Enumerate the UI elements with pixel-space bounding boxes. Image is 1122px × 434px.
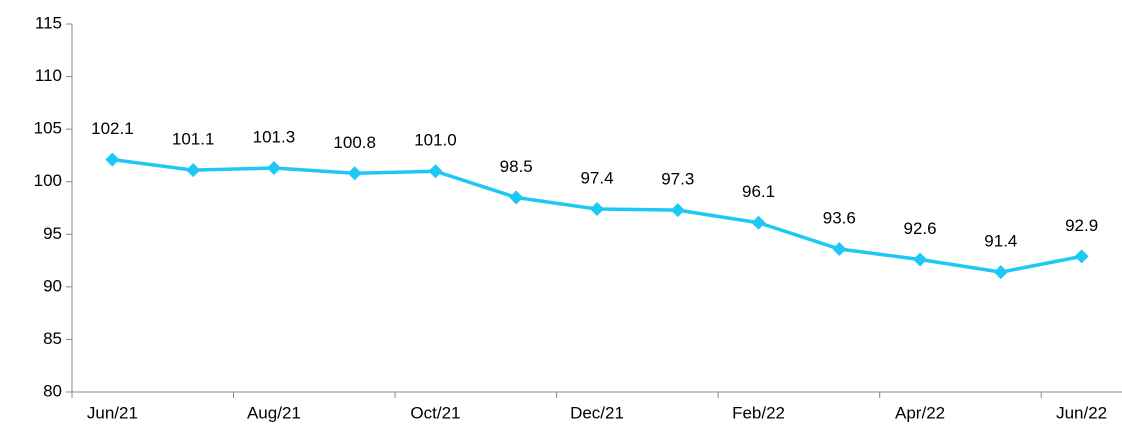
marker xyxy=(1074,249,1089,264)
marker xyxy=(832,242,847,257)
marker xyxy=(266,161,281,176)
data-label: 101.0 xyxy=(414,131,457,150)
data-label: 101.1 xyxy=(172,130,215,149)
y-tick-label: 115 xyxy=(35,13,62,32)
y-tick-label: 85 xyxy=(43,329,62,348)
data-label: 92.9 xyxy=(1065,216,1098,235)
x-tick-label: Oct/21 xyxy=(410,403,460,422)
x-tick-label: Aug/21 xyxy=(247,403,301,422)
y-tick-label: 90 xyxy=(43,276,62,295)
marker xyxy=(670,203,685,218)
marker xyxy=(428,164,443,179)
x-tick-label: Dec/21 xyxy=(570,403,624,422)
x-tick-label: Jun/22 xyxy=(1056,403,1107,422)
y-tick-label: 100 xyxy=(34,171,62,190)
marker xyxy=(590,202,604,217)
x-tick-label: Apr/22 xyxy=(895,403,945,422)
data-label: 97.4 xyxy=(580,169,613,188)
x-tick-label: Feb/22 xyxy=(732,403,785,422)
data-label: 96.1 xyxy=(742,182,775,201)
data-label: 102.1 xyxy=(91,119,134,138)
y-tick-label: 105 xyxy=(34,119,62,138)
marker xyxy=(347,166,362,181)
marker xyxy=(509,190,524,205)
marker xyxy=(993,265,1008,280)
marker xyxy=(186,163,201,178)
data-label: 101.3 xyxy=(253,128,296,147)
data-label: 91.4 xyxy=(984,232,1017,251)
data-label: 98.5 xyxy=(500,157,533,176)
y-tick-label: 80 xyxy=(43,381,62,400)
y-tick-label: 95 xyxy=(43,224,62,243)
marker xyxy=(751,215,766,230)
marker xyxy=(105,152,120,167)
marker xyxy=(913,252,928,267)
x-tick-label: Jun/21 xyxy=(87,403,138,422)
data-label: 97.3 xyxy=(661,170,694,189)
y-tick-label: 110 xyxy=(35,66,62,85)
data-label: 92.6 xyxy=(904,219,937,238)
data-label: 100.8 xyxy=(333,133,376,152)
data-label: 93.6 xyxy=(823,208,856,227)
